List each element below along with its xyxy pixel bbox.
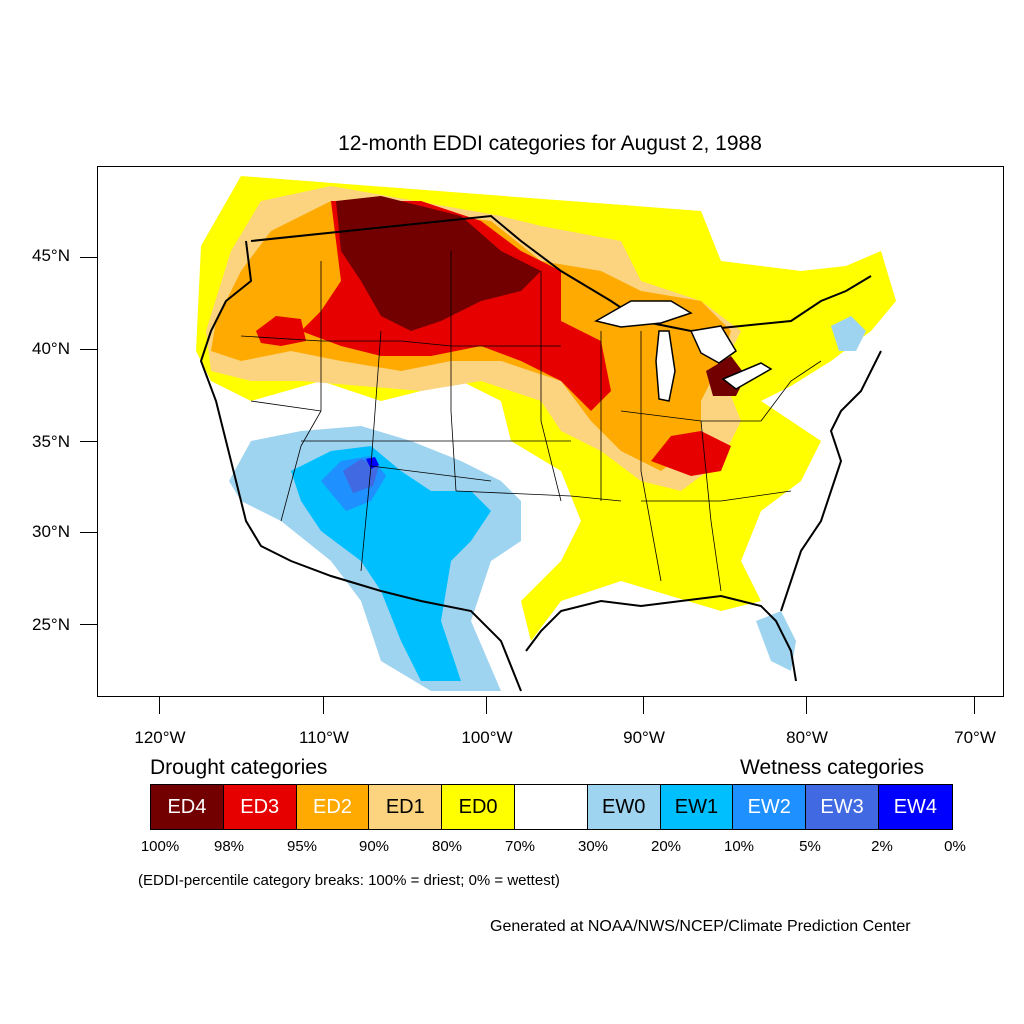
- break-label: 2%: [871, 838, 893, 855]
- eddi-map: [98, 167, 1003, 696]
- lon-tick: [486, 697, 487, 714]
- lat-label-45: 45°N: [32, 246, 70, 265]
- lat-label-30: 30°N: [32, 522, 70, 541]
- region-ed3-west: [256, 316, 306, 346]
- drought-heading: Drought categories: [150, 756, 328, 779]
- lat-tick: [80, 441, 97, 442]
- legend-label: EW2: [747, 795, 791, 818]
- lon-tick: [643, 697, 644, 714]
- region-ew0-florida: [756, 611, 796, 671]
- legend-colorbar: ED4 ED3 ED2 ED1 ED0 EW0 EW1 EW2 EW3 EW4: [150, 784, 953, 830]
- legend-label: EW1: [674, 795, 719, 818]
- lon-label-110: 110°W: [299, 728, 349, 747]
- legend-label: ED3: [240, 795, 280, 818]
- break-label: 70%: [504, 838, 536, 855]
- lat-tick: [80, 349, 97, 350]
- region-ew3: [343, 459, 379, 493]
- coastline: [199, 214, 882, 692]
- legend-cell-ew0: EW0: [587, 785, 661, 829]
- lat-tick: [80, 257, 97, 258]
- legend-label: ED0: [458, 795, 498, 818]
- lat-tick: [80, 532, 97, 533]
- legend-cell-ew4: EW4: [878, 785, 952, 829]
- lon-label-100: 100°W: [461, 728, 513, 747]
- lat-label-40: 40°N: [32, 339, 70, 358]
- lat-tick: [80, 624, 97, 625]
- lake-superior: [593, 300, 693, 328]
- lake-huron: [689, 325, 738, 364]
- legend-label: ED4: [167, 795, 207, 818]
- break-label: 95%: [286, 838, 318, 855]
- region-ew4: [366, 457, 379, 469]
- legend-label: EW3: [820, 795, 864, 818]
- legend-label: ED1: [385, 795, 425, 818]
- map-panel: [97, 166, 1004, 697]
- legend-cell-ed2: ED2: [296, 785, 370, 829]
- break-label: 80%: [431, 838, 463, 855]
- break-label: 98%: [213, 838, 245, 855]
- lon-tick: [323, 697, 324, 714]
- region-ed4: [336, 196, 541, 331]
- lat-label-25: 25°N: [32, 615, 70, 634]
- region-ed3-ohio: [651, 431, 731, 476]
- break-label: 30%: [577, 838, 609, 855]
- legend-label: EW0: [602, 795, 646, 818]
- legend-label: EW4: [893, 795, 938, 818]
- lake-michigan: [655, 330, 676, 402]
- legend-label: ED2: [313, 795, 352, 818]
- legend-note: (EDDI-percentile category breaks: 100% =…: [138, 872, 560, 889]
- legend-cell-ew1: EW1: [660, 785, 734, 829]
- lon-tick: [974, 697, 975, 714]
- legend-cell-ew2: EW2: [733, 785, 807, 829]
- map-title: 12-month EDDI categories for August 2, 1…: [338, 132, 762, 155]
- lon-tick: [806, 697, 807, 714]
- legend-cell-ew3: EW3: [806, 785, 879, 829]
- lon-label-120: 120°W: [134, 728, 186, 747]
- lake-erie: [721, 362, 773, 390]
- legend-cell-ed1: ED1: [369, 785, 443, 829]
- legend-cell-ed3: ED3: [223, 785, 297, 829]
- lon-label-80: 80°W: [786, 728, 828, 747]
- legend-cell-normal: [514, 785, 588, 829]
- break-label: 90%: [358, 838, 390, 855]
- break-label: 10%: [723, 838, 755, 855]
- lon-label-70: 70°W: [954, 728, 996, 747]
- wetness-heading: Wetness categories: [740, 756, 925, 779]
- lon-tick: [159, 697, 160, 714]
- break-label: 100%: [140, 838, 180, 855]
- legend-cell-ed0: ED0: [442, 785, 515, 829]
- credit-line: Generated at NOAA/NWS/NCEP/Climate Predi…: [490, 918, 911, 935]
- state-boundaries: [240, 251, 822, 592]
- legend-cell-ed4: ED4: [151, 785, 224, 829]
- lat-label-35: 35°N: [32, 432, 70, 451]
- region-ew0-northeast: [831, 316, 866, 351]
- break-label: 20%: [650, 838, 682, 855]
- break-label: 5%: [799, 838, 821, 855]
- break-label: 0%: [944, 838, 966, 855]
- lon-label-90: 90°W: [623, 728, 665, 747]
